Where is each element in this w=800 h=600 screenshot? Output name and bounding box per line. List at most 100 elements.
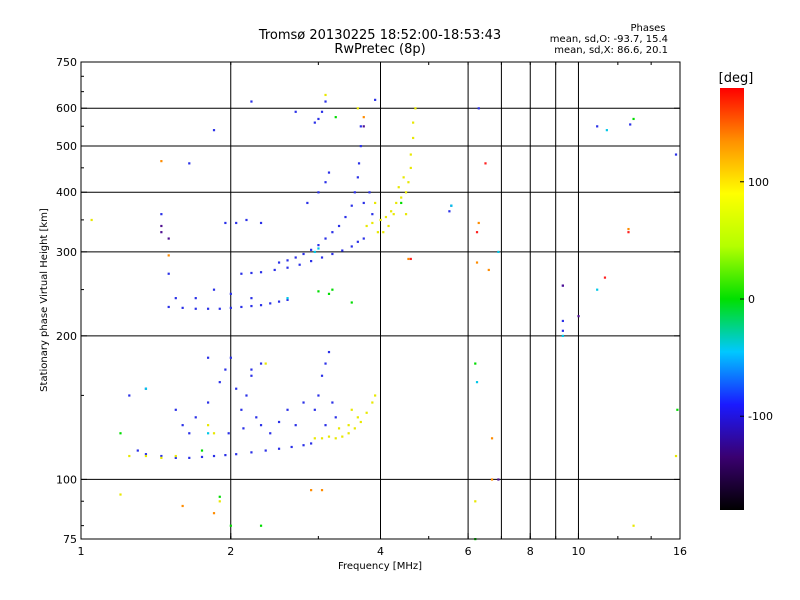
data-point <box>353 191 356 194</box>
data-point <box>357 162 361 165</box>
data-point <box>561 284 564 287</box>
data-point <box>277 261 281 264</box>
data-point <box>409 257 412 261</box>
data-point <box>407 257 410 261</box>
x-tick-label: 8 <box>527 545 534 558</box>
data-point <box>229 306 232 309</box>
data-point <box>356 107 359 110</box>
data-point <box>235 221 238 225</box>
data-point <box>259 524 263 527</box>
data-point <box>119 432 122 435</box>
data-point <box>250 451 253 454</box>
data-point <box>400 196 403 199</box>
chart-title-line2: RwPretec (8p) <box>334 42 425 57</box>
data-point <box>188 432 191 435</box>
data-point <box>90 218 93 222</box>
data-point <box>250 368 253 371</box>
data-point <box>313 437 316 440</box>
data-point <box>334 116 337 119</box>
data-point <box>227 432 230 435</box>
x-tick-label: 1 <box>78 545 85 558</box>
data-point <box>365 411 368 414</box>
data-point <box>240 272 243 275</box>
data-point <box>327 171 331 174</box>
data-point <box>259 424 263 427</box>
x-tick-label: 10 <box>571 545 585 558</box>
data-point <box>347 424 350 427</box>
data-point <box>310 248 313 251</box>
data-point <box>341 249 344 252</box>
data-point <box>327 292 331 295</box>
data-point <box>327 435 331 438</box>
data-point <box>627 231 630 234</box>
data-point <box>229 524 232 527</box>
data-point <box>277 447 281 450</box>
data-point <box>359 144 362 148</box>
data-point <box>136 449 139 452</box>
data-point <box>144 387 148 390</box>
data-point <box>347 432 350 435</box>
data-point <box>200 449 204 452</box>
data-point <box>362 116 365 119</box>
data-point <box>362 125 365 128</box>
data-point <box>356 416 359 419</box>
data-point <box>212 454 216 458</box>
data-point <box>324 100 327 103</box>
data-point <box>224 454 227 457</box>
data-point <box>259 271 263 274</box>
data-point <box>324 424 327 427</box>
data-point <box>181 504 184 508</box>
data-point <box>167 272 170 275</box>
data-point <box>250 374 253 377</box>
data-point <box>337 427 341 430</box>
data-point <box>160 224 163 228</box>
data-point <box>224 221 227 225</box>
x-tick-label: 2 <box>227 545 234 558</box>
data-point <box>174 408 177 411</box>
y-tick-label: 400 <box>56 186 77 199</box>
data-point <box>313 408 316 411</box>
data-point <box>344 215 347 219</box>
data-point <box>596 125 599 128</box>
data-point <box>331 288 334 291</box>
data-point <box>235 453 238 456</box>
data-point <box>337 224 341 228</box>
data-point <box>206 307 210 310</box>
y-tick-label: 200 <box>56 330 77 343</box>
data-point <box>376 231 379 234</box>
data-point <box>269 432 272 435</box>
data-point <box>603 276 607 279</box>
data-point <box>490 437 494 440</box>
data-point <box>350 245 353 248</box>
data-point <box>477 221 480 225</box>
data-point <box>368 191 371 194</box>
data-point <box>286 266 289 269</box>
data-point <box>359 125 362 128</box>
data-point <box>294 424 297 427</box>
data-point <box>277 420 281 424</box>
data-point <box>218 500 221 503</box>
data-point <box>212 432 216 435</box>
data-point <box>294 256 297 259</box>
data-point <box>250 271 253 275</box>
data-point <box>167 254 170 257</box>
data-point <box>392 213 395 216</box>
data-point <box>264 362 267 365</box>
data-point <box>334 416 337 419</box>
data-point <box>240 305 243 309</box>
data-point <box>218 495 221 498</box>
y-tick-label: 75 <box>63 533 77 546</box>
data-point <box>412 136 415 140</box>
data-point <box>324 362 327 365</box>
data-point <box>327 350 331 354</box>
data-point <box>331 401 334 404</box>
data-point <box>475 231 479 234</box>
data-point <box>324 237 327 240</box>
data-point <box>250 297 253 300</box>
data-point <box>674 454 678 458</box>
data-point <box>206 424 210 427</box>
data-point <box>324 181 327 184</box>
data-point <box>294 110 297 113</box>
data-point <box>334 437 337 440</box>
data-point <box>371 221 374 225</box>
